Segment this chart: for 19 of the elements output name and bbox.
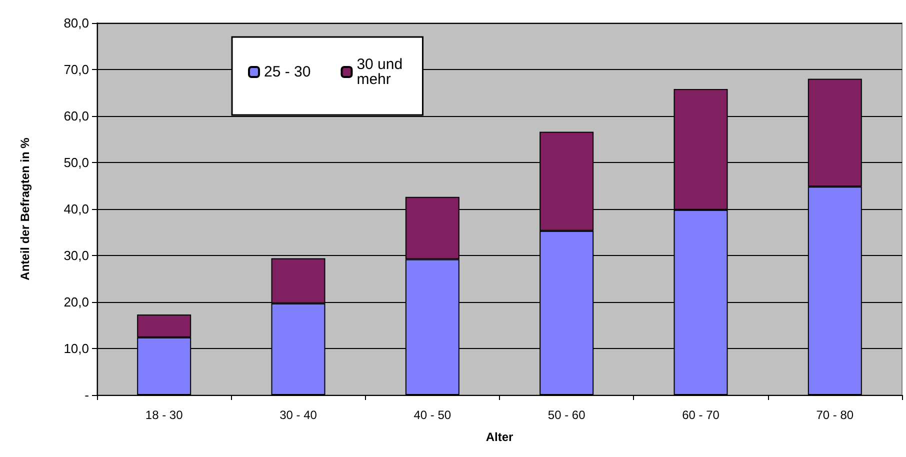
x-tick-label: 50 - 60: [548, 408, 586, 422]
x-tick-label: 70 - 80: [816, 408, 854, 422]
y-tick-label: 40,0: [64, 202, 89, 216]
legend-label: 30 und mehr: [356, 56, 407, 88]
legend-label: 25 - 30: [264, 64, 311, 80]
x-tick-label: 18 - 30: [145, 408, 184, 422]
y-axis-title: Anteil der Befragten in %: [18, 137, 32, 280]
y-tick-label: 10,0: [64, 341, 89, 356]
y-tick-label: 20,0: [64, 294, 89, 310]
x-tick-label: 30 - 40: [280, 408, 318, 422]
y-tick-label: -: [84, 388, 89, 402]
x-axis-title: Alter: [486, 430, 514, 444]
y-tick-label: 80,0: [64, 16, 89, 30]
x-tick-label: 40 - 50: [414, 408, 452, 422]
y-tick-label: 50,0: [64, 155, 89, 170]
y-tick-label: 60,0: [64, 108, 89, 124]
y-tick-label: 30,0: [64, 248, 89, 263]
y-tick-label: 70,0: [64, 62, 89, 77]
x-tick-label: 60 - 70: [682, 408, 720, 422]
